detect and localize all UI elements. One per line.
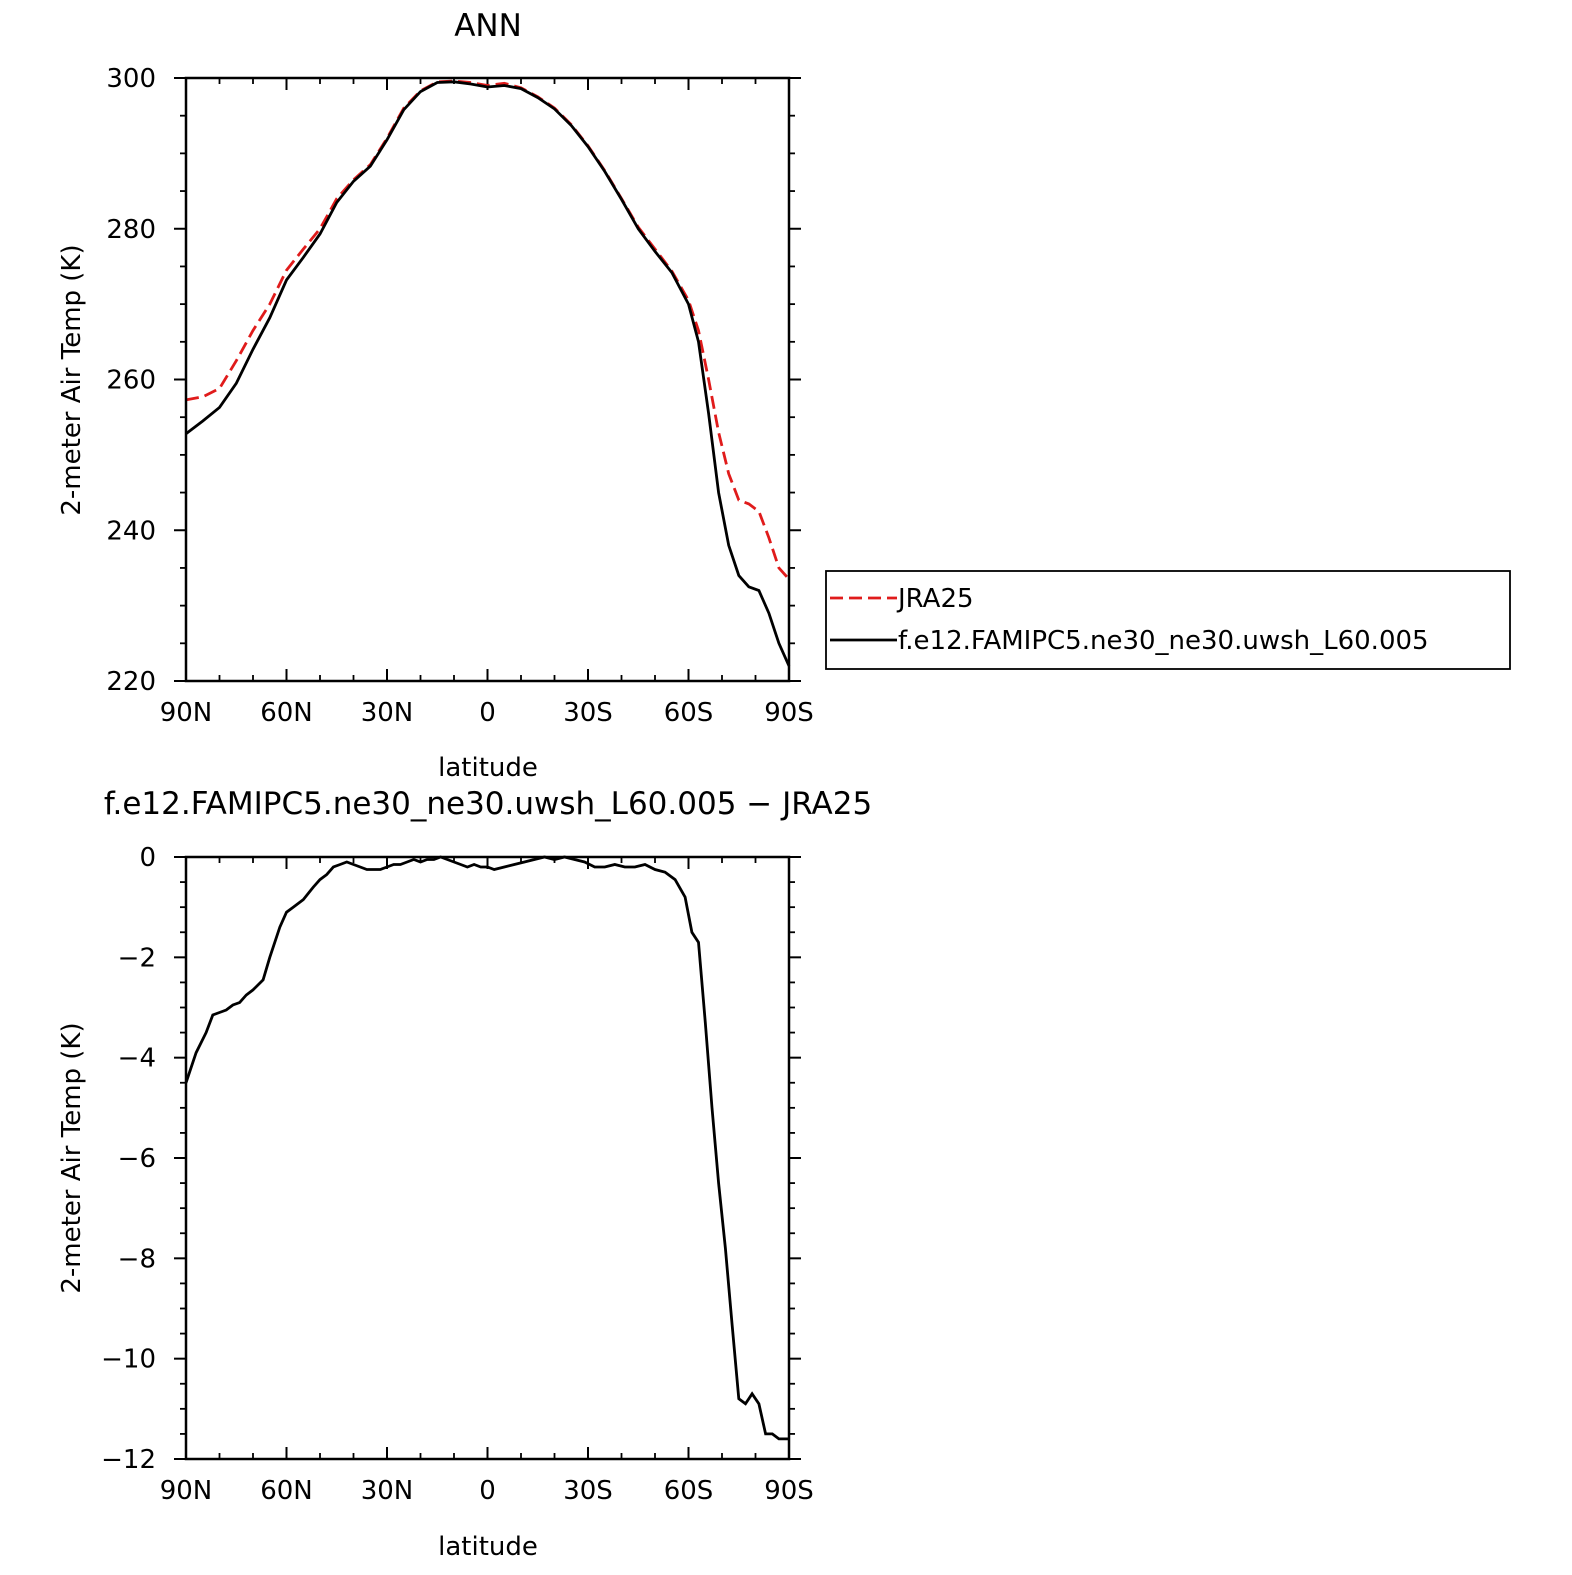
x-tick-label: 90S — [764, 698, 814, 728]
x-tick-label: 60S — [664, 698, 714, 728]
panel-annual-temperature: ANN 90N 60N 30N 0 30S 60S 90S 300280260240220 … — [57, 8, 814, 783]
y-tick-label: −2 — [118, 943, 156, 973]
legend: JRA25 f.e12.FAMIPC5.ne30_ne30.uwsh_L60.0… — [825, 570, 1511, 670]
y-tick-label: −4 — [118, 1044, 156, 1074]
x-tick-label: 0 — [479, 698, 496, 728]
x-axis-label: latitude — [438, 753, 538, 783]
y-tick-label: 0 — [139, 843, 156, 873]
legend-label-jra25: JRA25 — [896, 584, 974, 614]
series-line-jra25 — [185, 79, 791, 581]
series-line-difference — [184, 855, 789, 1441]
y-tick-label: −10 — [101, 1345, 156, 1375]
x-tick-label: 90N — [160, 1476, 213, 1506]
y-tick-label: 220 — [106, 667, 156, 697]
y-tick-label: 300 — [106, 64, 156, 94]
plot-frame — [184, 76, 791, 683]
plot-frame — [184, 855, 791, 1461]
y-tick-label: 260 — [106, 366, 156, 396]
panel-title: ANN — [454, 8, 522, 44]
y-tick-label: −8 — [118, 1244, 156, 1274]
y-tick-label: −6 — [118, 1144, 156, 1174]
y-tick-label: 280 — [106, 215, 156, 245]
x-tick-label: 0 — [479, 1476, 496, 1506]
legend-label-model: f.e12.FAMIPC5.ne30_ne30.uwsh_L60.005 — [898, 626, 1429, 656]
x-tick-label: 60N — [260, 698, 313, 728]
x-tick-label: 60N — [260, 1476, 313, 1506]
x-tick-label: 30S — [563, 698, 613, 728]
axis-ticks — [174, 856, 801, 1460]
y-tick-labels: 300 280 260 240 220 — [106, 64, 156, 697]
y-tick-labels: 0 −2 −4 −6 −8 −10 −12 — [101, 843, 156, 1475]
x-tick-labels: 90N 60N 30N 0 30S 60S 90S — [160, 698, 814, 728]
series-group — [184, 855, 789, 1441]
y-axis-label: 2-meter Air Temp (K) — [57, 244, 87, 515]
x-tick-label: 30S — [563, 1476, 613, 1506]
y-axis-label: 2-meter Air Temp (K) — [57, 1022, 87, 1293]
x-tick-label: 30N — [361, 1476, 414, 1506]
axis-ticks — [174, 77, 801, 682]
panel-title: f.e12.FAMIPC5.ne30_ne30.uwsh_L60.005 − J… — [104, 786, 872, 822]
y-tick-label: 240 — [106, 516, 156, 546]
panel-difference: f.e12.FAMIPC5.ne30_ne30.uwsh_L60.005 − J… — [57, 786, 872, 1562]
series-group — [185, 79, 791, 667]
x-axis-label: latitude — [438, 1532, 538, 1562]
series-line-model — [185, 80, 791, 667]
x-tick-label: 90S — [764, 1476, 814, 1506]
x-tick-labels: 90N 60N 30N 0 30S 60S 90S — [160, 1476, 814, 1506]
x-tick-label: 60S — [664, 1476, 714, 1506]
y-tick-label: −12 — [101, 1445, 156, 1475]
legend-box — [825, 570, 1511, 670]
x-tick-label: 30N — [361, 698, 414, 728]
x-tick-label: 90N — [160, 698, 213, 728]
